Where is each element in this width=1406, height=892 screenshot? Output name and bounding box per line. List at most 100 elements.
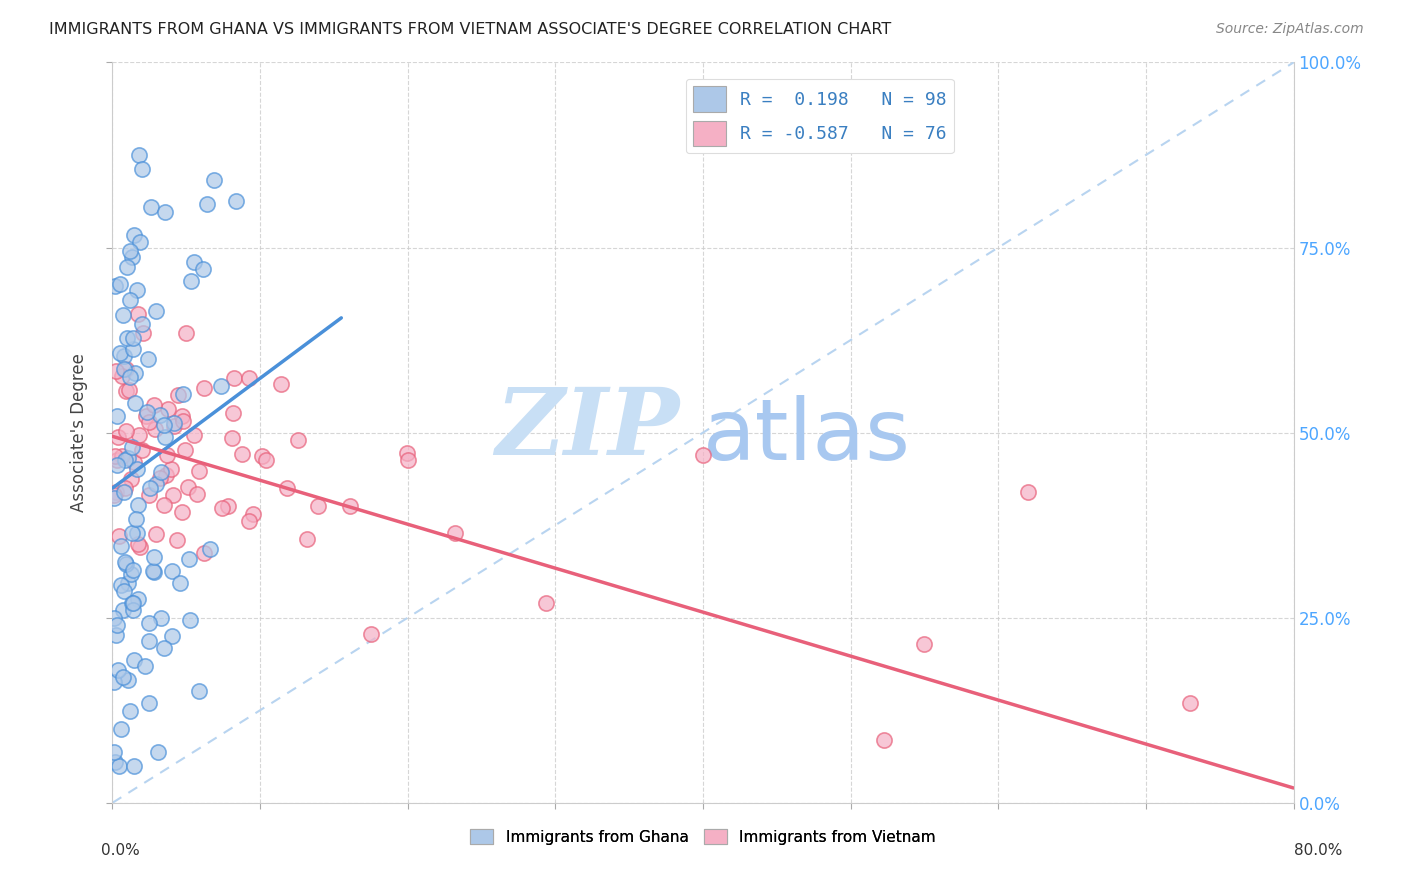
Point (138, 488, 160, 502)
Point (186, 487, 208, 501)
Point (152, 498, 174, 512)
Point (114, 361, 136, 376)
Point (117, 673, 139, 687)
Point (153, 204, 176, 219)
Point (112, 584, 135, 599)
Point (117, 451, 139, 466)
Point (396, 453, 419, 467)
Point (145, 527, 167, 541)
Point (128, 428, 150, 442)
Point (104, 628, 127, 642)
Point (135, 409, 157, 423)
Point (195, 196, 218, 211)
Point (104, 278, 127, 293)
Point (1178, 696, 1201, 710)
Point (150, 611, 173, 625)
Point (121, 596, 143, 610)
Point (193, 546, 215, 560)
Point (145, 304, 167, 318)
Point (231, 447, 253, 461)
Point (163, 416, 186, 430)
Point (122, 331, 145, 345)
Point (114, 555, 136, 569)
Point (104, 449, 127, 463)
Point (103, 745, 125, 759)
Point (254, 452, 277, 467)
Point (536, 596, 558, 610)
Point (176, 326, 198, 341)
Point (107, 663, 129, 677)
Point (167, 388, 190, 402)
Point (117, 260, 139, 274)
Point (122, 227, 145, 242)
Point (110, 722, 132, 736)
Point (110, 540, 132, 554)
Text: atlas: atlas (703, 395, 911, 478)
Point (138, 615, 160, 630)
Point (160, 629, 183, 643)
Point (188, 464, 211, 478)
Point (250, 449, 273, 463)
Point (105, 458, 128, 472)
Point (108, 758, 131, 772)
Point (115, 558, 138, 572)
Point (138, 696, 160, 710)
Point (111, 450, 134, 464)
Point (287, 433, 309, 447)
Point (121, 440, 143, 454)
Point (127, 537, 149, 551)
Point (339, 499, 361, 513)
Point (222, 406, 245, 420)
Point (125, 512, 148, 526)
Point (145, 477, 167, 491)
Text: 0.0%: 0.0% (101, 843, 141, 858)
Point (118, 384, 141, 398)
Point (172, 386, 194, 401)
Point (128, 148, 150, 162)
Point (125, 461, 148, 475)
Point (121, 602, 143, 616)
Point (160, 461, 183, 475)
Point (132, 326, 155, 340)
Point (193, 381, 215, 395)
Point (115, 362, 138, 376)
Text: 80.0%: 80.0% (1295, 843, 1343, 858)
Legend: Immigrants from Ghana, Immigrants from Vietnam: Immigrants from Ghana, Immigrants from V… (464, 822, 942, 851)
Point (104, 485, 127, 500)
Point (118, 244, 141, 259)
Point (396, 445, 419, 459)
Point (138, 416, 160, 430)
Point (873, 733, 896, 747)
Point (307, 499, 329, 513)
Point (118, 370, 141, 384)
Point (118, 293, 141, 307)
Point (127, 591, 149, 606)
Point (143, 398, 166, 412)
Point (110, 578, 132, 592)
Point (188, 684, 211, 698)
Point (153, 641, 176, 656)
Point (103, 491, 125, 506)
Point (153, 418, 176, 433)
Point (114, 453, 136, 467)
Point (108, 277, 131, 291)
Point (155, 430, 177, 444)
Point (360, 626, 382, 640)
Point (120, 472, 142, 486)
Text: IMMIGRANTS FROM GHANA VS IMMIGRANTS FROM VIETNAM ASSOCIATE'S DEGREE CORRELATION : IMMIGRANTS FROM GHANA VS IMMIGRANTS FROM… (49, 22, 891, 37)
Point (124, 396, 146, 410)
Point (238, 371, 260, 385)
Point (103, 675, 125, 690)
Point (122, 562, 145, 576)
Point (692, 448, 714, 462)
Point (131, 162, 153, 177)
Point (122, 343, 145, 357)
Point (217, 499, 239, 513)
Point (129, 235, 152, 249)
Point (198, 541, 221, 556)
Point (225, 194, 247, 208)
Point (202, 173, 225, 187)
Point (107, 430, 129, 444)
Point (156, 402, 179, 417)
Point (209, 379, 232, 393)
